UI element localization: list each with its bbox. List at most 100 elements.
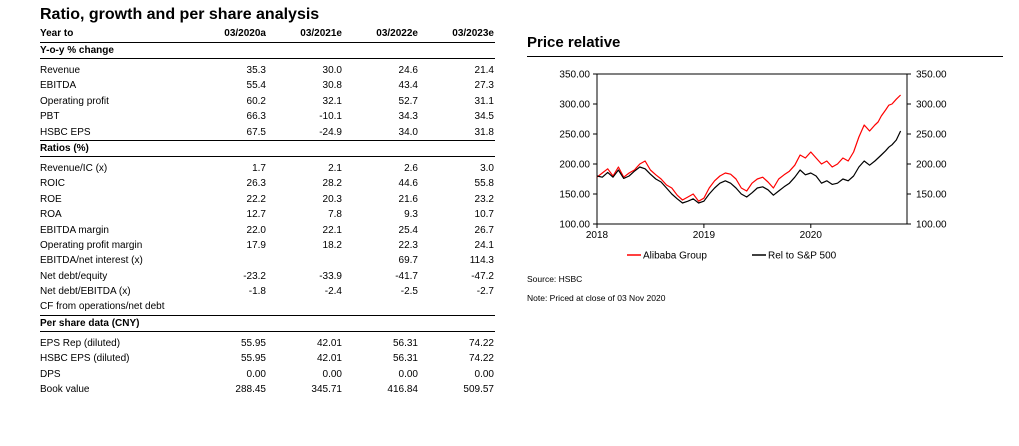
- row-value: -2.5: [400, 286, 418, 298]
- row-value: 43.4: [398, 80, 418, 92]
- source-note: Source: HSBC: [527, 274, 583, 284]
- header-year: 03/2022e: [376, 28, 418, 39]
- row-value: 60.2: [246, 95, 266, 107]
- row-value: 0.00: [322, 368, 342, 380]
- row-value: 22.2: [246, 193, 266, 205]
- row-label: DPS: [40, 368, 61, 380]
- header-label: Year to: [40, 28, 74, 39]
- row-value: 67.5: [246, 126, 266, 138]
- row-value: 74.22: [468, 353, 494, 365]
- row-value: 55.4: [246, 80, 266, 92]
- series-line-rel-to-sp500: [596, 130, 902, 204]
- row-value: 17.9: [246, 239, 266, 251]
- section-header: Y-o-y % change: [40, 43, 495, 59]
- row-value: 56.31: [392, 353, 418, 365]
- row-label: EBITDA margin: [40, 224, 109, 236]
- table-title: Ratio, growth and per share analysis: [40, 6, 320, 23]
- legend-label: Alibaba Group: [643, 251, 707, 262]
- row-label: EBITDA: [40, 80, 77, 92]
- row-value: 3.0: [480, 162, 494, 174]
- table-row: Revenue/IC (x) 1.7 2.1 2.6 3.0: [40, 161, 495, 176]
- row-value: 2.6: [404, 162, 418, 174]
- row-value: [266, 253, 342, 268]
- row-value: 30.8: [322, 80, 342, 92]
- row-value: 31.8: [474, 126, 494, 138]
- y-tick-label-right: 200.00: [916, 160, 947, 171]
- table-row: EBITDA 55.4 30.8 43.4 27.3: [40, 78, 495, 93]
- row-value: [342, 299, 418, 314]
- row-value: 20.3: [322, 193, 342, 205]
- table-row: Revenue 35.3 30.0 24.6 21.4: [40, 63, 495, 78]
- y-tick-label: 200.00: [559, 160, 590, 171]
- table-row: Net debt/equity -23.2 -33.9 -41.7 -47.2: [40, 269, 495, 284]
- row-value: -33.9: [319, 270, 342, 282]
- table-row: ROA 12.7 7.8 9.3 10.7: [40, 207, 495, 222]
- row-value: 23.2: [474, 193, 494, 205]
- price-note: Note: Priced at close of 03 Nov 2020: [527, 293, 666, 303]
- row-value: 35.3: [246, 65, 266, 76]
- row-value: 28.2: [322, 178, 342, 190]
- header-year: 03/2021e: [300, 28, 342, 39]
- row-value: 32.1: [322, 95, 342, 107]
- table-row: ROE 22.2 20.3 21.6 23.2: [40, 192, 495, 207]
- table-row: HSBC EPS (diluted) 55.95 42.01 56.31 74.22: [40, 351, 495, 366]
- table-row: CF from operations/net debt: [40, 299, 495, 314]
- x-tick-label: 2020: [800, 230, 823, 241]
- row-value: 69.7: [398, 255, 418, 267]
- row-value: 26.3: [246, 178, 266, 190]
- row-value: [190, 299, 266, 314]
- row-value: -2.4: [324, 286, 342, 298]
- table-row: HSBC EPS 67.5 -24.9 34.0 31.8: [40, 125, 495, 140]
- row-value: 34.3: [398, 111, 418, 123]
- row-value: 44.6: [398, 178, 418, 190]
- row-value: 24.6: [398, 65, 418, 76]
- table-row: Book value 288.45 345.71 416.84 509.57: [40, 382, 495, 397]
- x-tick-label: 2019: [693, 230, 716, 241]
- row-value: 12.7: [246, 209, 266, 221]
- row-value: -47.2: [471, 270, 494, 282]
- table-row: EBITDA margin 22.0 22.1 25.4 26.7: [40, 223, 495, 238]
- y-tick-label: 250.00: [559, 130, 590, 141]
- row-label: Net debt/EBITDA (x): [40, 286, 131, 298]
- row-label: Revenue: [40, 65, 81, 76]
- row-value: 31.1: [474, 95, 494, 107]
- row-value: 0.00: [246, 368, 266, 380]
- row-value: 345.71: [311, 384, 342, 396]
- row-value: 21.6: [398, 193, 418, 205]
- row-label: ROIC: [40, 178, 65, 190]
- row-value: 2.1: [328, 162, 342, 174]
- row-label: PBT: [40, 111, 60, 123]
- table-row: PBT 66.3 -10.1 34.3 34.5: [40, 109, 495, 124]
- row-value: -24.9: [319, 126, 342, 138]
- row-value: -1.8: [248, 286, 266, 298]
- header-year: 03/2023e: [452, 28, 494, 39]
- row-value: 509.57: [463, 384, 494, 396]
- section-header: Per share data (CNY): [40, 314, 495, 332]
- ratio-analysis-table: Ratio, growth and per share analysis Yea…: [40, 4, 495, 397]
- row-value: [190, 253, 266, 268]
- table-row: EPS Rep (diluted) 55.95 42.01 56.31 74.22: [40, 336, 495, 351]
- x-tick-label: 2018: [586, 230, 609, 241]
- row-value: 7.8: [328, 209, 342, 221]
- row-value: -41.7: [395, 270, 418, 282]
- row-value: [266, 299, 342, 314]
- row-value: 10.7: [474, 209, 494, 221]
- row-value: 26.7: [474, 224, 494, 236]
- row-value: 34.5: [474, 111, 494, 123]
- table-body: Y-o-y % change Revenue 35.3 30.0 24.6 21.4 EBI…: [40, 43, 495, 397]
- row-value: -23.2: [243, 270, 266, 282]
- row-value: 114.3: [469, 255, 494, 267]
- row-value: 288.45: [235, 384, 266, 396]
- row-value: 55.95: [240, 337, 266, 349]
- row-label: ROA: [40, 209, 62, 221]
- row-value: 42.01: [316, 337, 342, 349]
- y-tick-label: 300.00: [559, 100, 590, 111]
- row-value: [418, 299, 494, 314]
- table-row: DPS 0.00 0.00 0.00 0.00: [40, 367, 495, 382]
- row-label: Operating profit: [40, 95, 109, 107]
- row-value: 0.00: [474, 368, 494, 380]
- row-value: 24.1: [474, 239, 494, 251]
- row-label: CF from operations/net debt: [40, 301, 165, 313]
- y-tick-label-right: 300.00: [916, 100, 947, 111]
- row-value: 22.0: [246, 224, 266, 236]
